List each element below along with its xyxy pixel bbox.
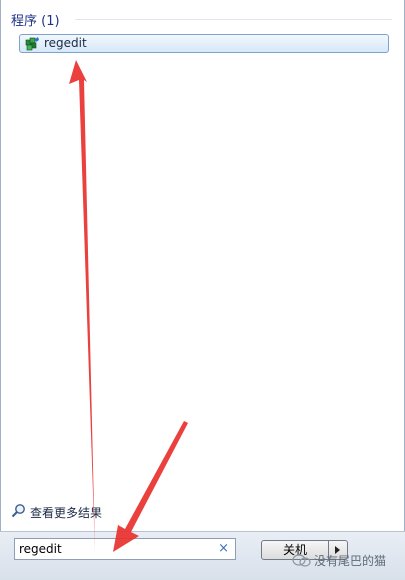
result-item-regedit[interactable]: regedit xyxy=(19,34,389,53)
shutdown-button[interactable]: 关机 xyxy=(261,540,329,560)
wechat-icon xyxy=(292,554,311,567)
section-title: 程序 (1) xyxy=(11,14,60,29)
result-item-label: regedit xyxy=(44,36,87,50)
search-input[interactable] xyxy=(19,541,209,557)
start-menu-results-panel: 程序 (1) regedit 查看更多结果 xyxy=(0,0,405,531)
section-divider xyxy=(75,19,392,20)
see-more-results-label: 查看更多结果 xyxy=(30,506,103,520)
watermark-text: 没有尾巴的猫 xyxy=(314,554,387,568)
right-triangle-icon xyxy=(335,546,340,554)
registry-editor-icon xyxy=(24,36,40,52)
shutdown-controls: 关机 xyxy=(261,540,351,560)
watermark: 没有尾巴的猫 xyxy=(292,552,402,570)
shutdown-options-button[interactable] xyxy=(329,540,348,560)
magnifier-icon xyxy=(11,503,26,518)
search-box[interactable]: × xyxy=(14,538,236,560)
clear-search-icon[interactable]: × xyxy=(218,541,229,556)
